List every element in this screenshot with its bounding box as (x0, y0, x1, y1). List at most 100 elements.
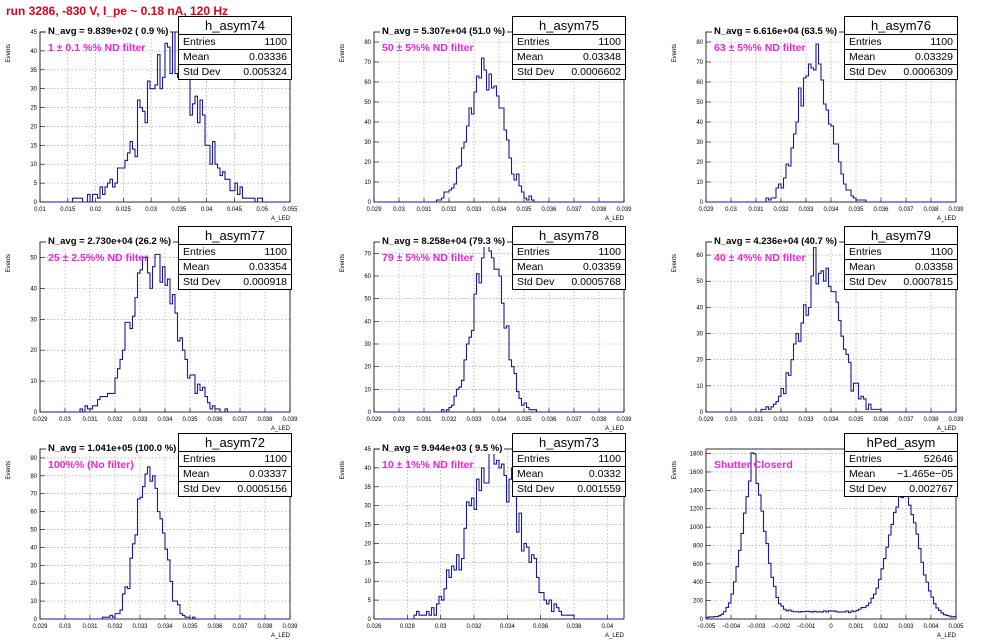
navg-label: N_avg = 4.236e+04 (40.7 %) (712, 236, 840, 247)
x-tick-label: 0.033 (466, 207, 482, 213)
mean-value: 0.03336 (249, 51, 287, 63)
filter-label: 10 ± 1%% ND filter (382, 459, 474, 471)
x-tick-label: 0.029 (32, 417, 48, 423)
mean-value: 0.03337 (249, 468, 287, 480)
navg-label: N_avg = 9.944e+03 ( 9.5 %) (380, 443, 505, 454)
y-tick-label: 0 (700, 410, 704, 416)
y-tick-label: 30 (364, 504, 371, 510)
x-tick-label: 0.036 (873, 207, 889, 213)
x-tick-label: 0.036 (541, 207, 557, 213)
x-tick-label: 0.039 (616, 207, 632, 213)
y-tick-label: 40 (364, 120, 371, 126)
y-tick-label: 1800 (690, 452, 704, 458)
x-axis-label: A_LED (605, 216, 625, 222)
mean-value: 0.0332 (588, 468, 621, 480)
mean-value: 0.03358 (915, 261, 953, 273)
std-label: Std Dev (183, 483, 221, 495)
y-axis-label: Events (340, 461, 346, 479)
navg-label: N_avg = 8.258e+04 (79.3 %) (380, 236, 508, 247)
x-tick-label: 0.032 (773, 207, 789, 213)
y-tick-label: 30 (30, 563, 37, 569)
y-axis-label: Events (672, 254, 678, 272)
x-tick-label: 0.029 (366, 207, 382, 213)
entries-label: Entries (183, 453, 216, 465)
y-tick-label: 45 (364, 447, 371, 453)
navg-label: N_avg = 2.730e+04 (26.2 %) (46, 236, 174, 247)
mean-label: Mean (849, 261, 876, 273)
std-label: Std Dev (517, 276, 555, 288)
y-tick-label: 50 (696, 279, 703, 285)
std-label: Std Dev (517, 483, 555, 495)
std-value: 0.0006309 (903, 66, 953, 78)
x-tick-label: 0.033 (466, 417, 482, 423)
histogram-line (705, 452, 957, 619)
y-axis-label: Events (672, 461, 678, 479)
y-tick-label: 10 (696, 384, 703, 390)
stats-box: h_asym73 Entries 1100 Mean 0.0332 Std Dev 0… (512, 433, 626, 497)
x-tick-label: 0.045 (227, 207, 243, 213)
filter-label: 25 ± 2.5%% ND filter (48, 252, 149, 264)
x-axis-label: A_LED (937, 633, 957, 639)
histogram-line (40, 466, 290, 620)
histogram-panel-h_asym76: 0.029 0.03 0.031 0.032 0.033 0.034 0.035 0.036 0… (666, 16, 996, 226)
run-title: run 3286, -830 V, I_pe ~ 0.18 nA, 120 Hz (6, 4, 229, 18)
x-tick-label: 0.034 (157, 417, 173, 423)
filter-label: 79 ± 5%% ND filter (382, 252, 474, 264)
x-axis-label: A_LED (937, 426, 957, 432)
y-tick-label: 25 (30, 106, 37, 112)
x-tick-label: 0.029 (366, 417, 382, 423)
stats-box: h_asym72 Entries 1100 Mean 0.03337 Std Dev… (178, 433, 292, 497)
x-tick-label: 0.035 (848, 207, 864, 213)
x-tick-label: 0.04 (201, 207, 213, 213)
std-value: 0.0006602 (571, 66, 621, 78)
y-tick-label: 600 (693, 562, 704, 568)
x-tick-label: 0.039 (948, 417, 964, 423)
y-tick-label: 30 (696, 332, 703, 338)
y-tick-label: 0 (34, 617, 38, 623)
std-label: Std Dev (849, 483, 887, 495)
y-tick-label: 5 (368, 598, 372, 604)
histogram-panel-h_asym77: 0.029 0.03 0.031 0.032 0.033 0.034 0.035 0.036 0… (0, 226, 330, 436)
y-tick-label: 10 (30, 379, 37, 385)
stats-box: h_asym75 Entries 1100 Mean 0.03348 Std Dev… (512, 16, 626, 80)
x-tick-label: 0.055 (282, 207, 298, 213)
std-value: 0.000918 (243, 276, 287, 288)
x-tick-label: 0.036 (873, 417, 889, 423)
y-axis-label: Events (6, 461, 12, 479)
y-axis-label: Events (340, 254, 346, 272)
x-tick-label: 0.036 (541, 417, 557, 423)
y-tick-label: 10 (364, 579, 371, 585)
x-tick-label: 0.03 (393, 417, 405, 423)
hist-title: hPed_asym (845, 434, 957, 452)
hist-title: h_asym75 (513, 17, 625, 35)
x-tick-label: 0.02 (90, 207, 102, 213)
x-tick-label: 0.033 (798, 207, 814, 213)
histogram-panel-h_asym78: 0.029 0.03 0.031 0.032 0.033 0.034 0.035 0.036 0… (334, 226, 664, 436)
y-tick-label: 10 (30, 162, 37, 168)
y-tick-label: 60 (364, 80, 371, 86)
y-tick-label: 0 (34, 200, 38, 206)
navg-label: N_avg = 5.307e+04 (51.0 %) (380, 26, 508, 37)
y-tick-label: 0 (368, 410, 372, 416)
mean-label: Mean (183, 261, 210, 273)
x-tick-label: 0.038 (923, 207, 939, 213)
y-tick-label: 1200 (690, 507, 704, 513)
x-tick-label: 0.037 (566, 417, 582, 423)
histogram-panel-h_asym74: 0.01 0.015 0.02 0.025 0.03 0.035 0.04 0.045 0.05… (0, 16, 330, 226)
mean-label: Mean (183, 468, 210, 480)
y-tick-label: 800 (693, 543, 704, 549)
x-tick-label: 0.035 (182, 417, 198, 423)
mean-label: Mean (849, 51, 876, 63)
x-axis-label: A_LED (271, 216, 291, 222)
mean-value: 0.03359 (583, 261, 621, 273)
entries-label: Entries (183, 246, 216, 258)
y-tick-label: 25 (364, 523, 371, 529)
y-tick-label: 0 (34, 410, 38, 416)
x-tick-label: 0.031 (748, 417, 764, 423)
y-axis-label: Events (6, 44, 12, 62)
navg-label: N_avg = 9.839e+02 ( 0.9 %) (46, 26, 171, 37)
entries-value: 1100 (930, 246, 953, 258)
x-tick-label: 0.039 (616, 417, 632, 423)
hist-title: h_asym74 (179, 17, 291, 35)
mean-value: 0.03329 (915, 51, 953, 63)
